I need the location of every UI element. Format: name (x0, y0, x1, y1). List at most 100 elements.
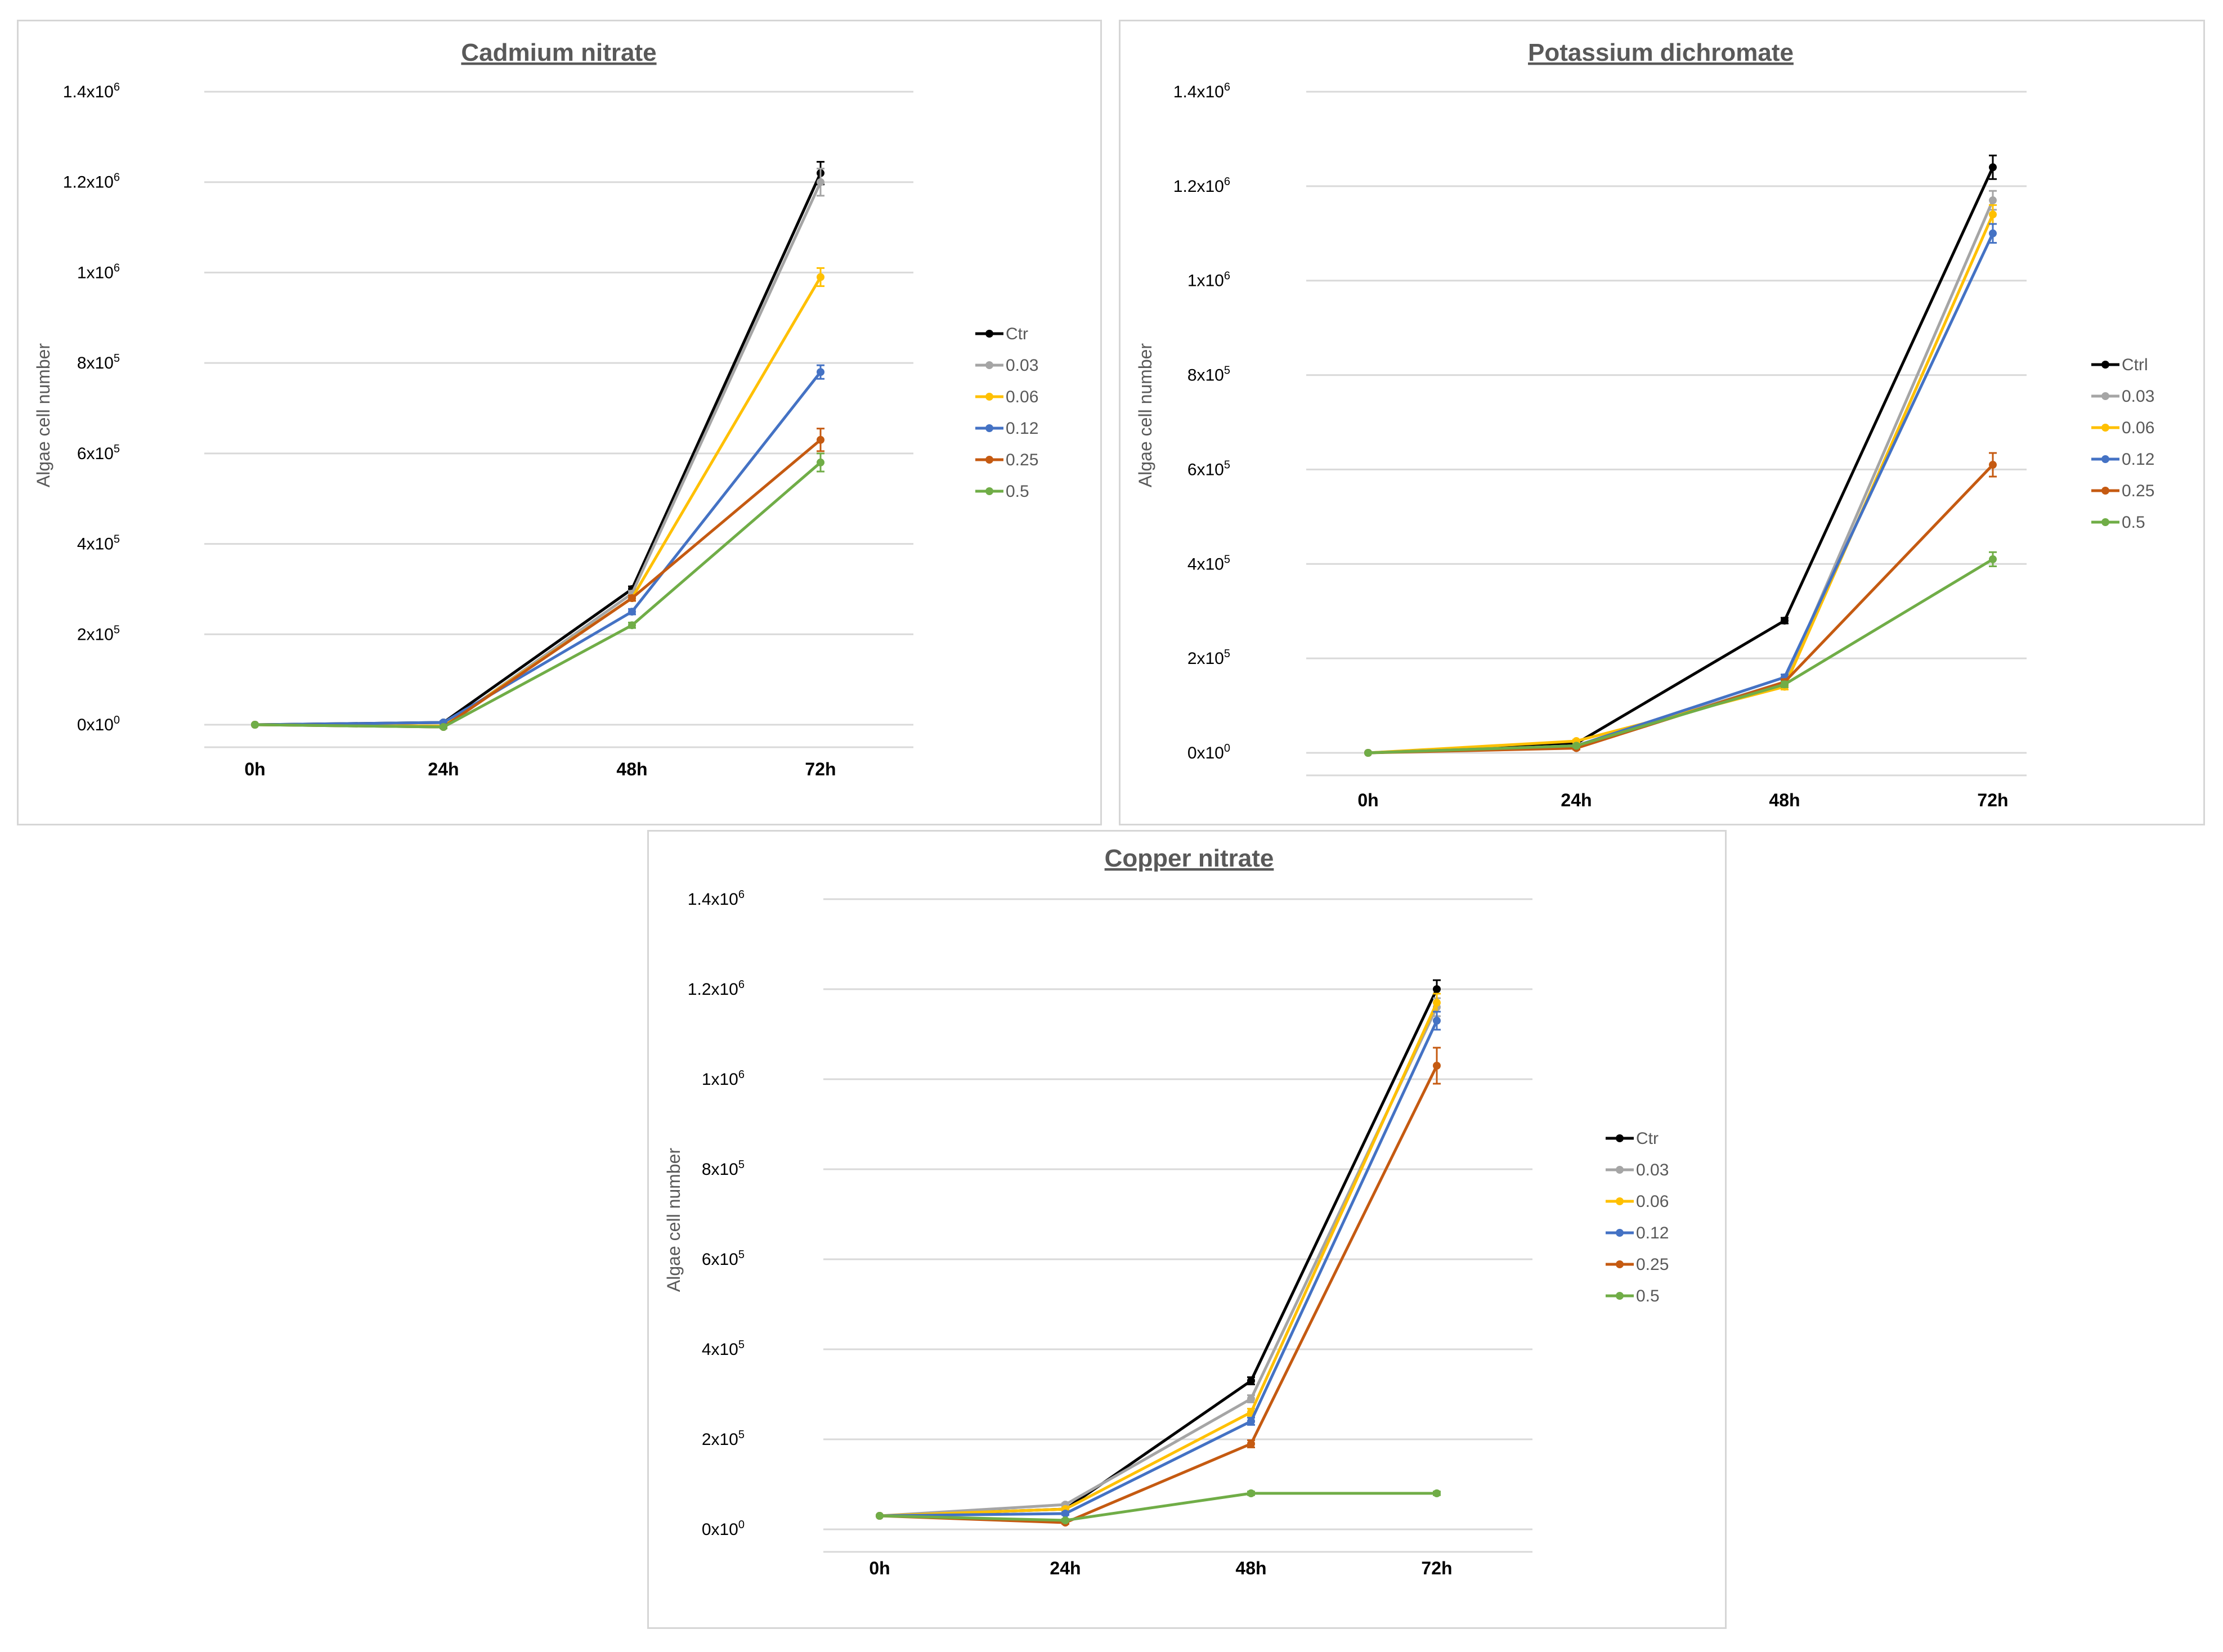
y-tick-label: 1.2x106 (688, 978, 745, 999)
x-tick-label: 48h (1769, 790, 1800, 810)
series-line-0-25 (879, 1065, 1438, 1524)
x-tick-label: 24h (428, 759, 459, 779)
series-line-0-12 (879, 1020, 1438, 1518)
data-point-0-5 (440, 723, 447, 731)
x-tick-label: 48h (1235, 1558, 1266, 1578)
legend-marker-0-5 (2101, 518, 2109, 526)
legend-marker-0-25 (1616, 1260, 1624, 1268)
data-point-0-5 (1989, 555, 1997, 563)
data-point-0-03 (817, 178, 824, 186)
chart-panel-cadmium-nitrate: 0x100 2x105 4x105 6x105 8x105 1x106 1.2x106 1.4… (17, 20, 1102, 825)
data-point-0-5 (1433, 1489, 1441, 1497)
chart-potassium-dichromate: 0x100 2x105 4x105 6x105 8x105 1x106 1.2x106 1.4… (1135, 39, 2154, 810)
legend-label: Ctrl (2122, 356, 2148, 374)
series-line-0-25 (1368, 464, 1994, 755)
data-point-0-5 (628, 621, 636, 630)
series-line-0-5 (254, 461, 822, 729)
series-line-0-03 (1368, 200, 1995, 755)
series-line-0-03 (879, 1006, 1438, 1518)
legend-marker-0-12 (2101, 455, 2109, 463)
data-point-0-5 (251, 721, 259, 729)
y-tick-label: 1.2x106 (1173, 176, 1230, 196)
x-tick-label: 72h (1977, 790, 2008, 810)
legend-label: 0.03 (2122, 387, 2154, 406)
data-point-ctr (1433, 985, 1441, 993)
data-point-0-25 (1989, 461, 1997, 469)
data-point-0-5 (1247, 1489, 1255, 1497)
legend-label: 0.06 (2122, 419, 2154, 437)
data-point-0-5 (1781, 680, 1789, 689)
legend-marker-ctr (1616, 1134, 1624, 1142)
series-line-ctr (254, 172, 822, 726)
y-tick-label: 1.2x106 (63, 172, 120, 192)
legend-marker-0-5 (985, 487, 993, 495)
legend-label: 0.5 (2122, 513, 2145, 532)
data-point-0-5 (1061, 1516, 1069, 1524)
y-tick-label: 2x105 (1187, 648, 1230, 668)
data-point-0-5 (817, 458, 824, 466)
y-tick-label: 4x105 (702, 1339, 745, 1359)
y-tick-label: 1x106 (77, 262, 120, 282)
y-tick-label: 8x105 (702, 1159, 745, 1179)
data-point-ctrl (1989, 163, 1997, 172)
y-tick-label: 6x105 (702, 1249, 745, 1269)
legend-label: 0.25 (2122, 482, 2154, 500)
series-line-0-06 (1368, 214, 1995, 755)
y-tick-label: 1x106 (1187, 270, 1230, 290)
x-tick-label: 0h (869, 1558, 890, 1578)
chart-panel-potassium-dichromate: 0x100 2x105 4x105 6x105 8x105 1x106 1.2x106 1.4… (1119, 20, 2205, 825)
y-tick-label: 4x105 (77, 533, 120, 554)
chart-title: Copper nitrate (1105, 845, 1274, 872)
legend-label: 0.5 (1636, 1287, 1660, 1305)
series-line-ctrl (1368, 167, 1995, 755)
y-axis-label: Algae cell number (33, 343, 53, 487)
legend-label: 0.12 (1006, 419, 1038, 438)
data-point-0-06 (1989, 210, 1997, 219)
data-point-0-06 (817, 273, 824, 281)
y-tick-label: 6x105 (1187, 459, 1230, 479)
data-point-0-25 (817, 436, 824, 444)
data-point-0-5 (1572, 742, 1580, 750)
data-point-ctr (1247, 1377, 1255, 1385)
y-tick-label: 8x105 (77, 352, 120, 372)
x-tick-label: 0h (1357, 790, 1378, 810)
legend-label: 0.25 (1006, 451, 1038, 469)
series-line-0-12 (1368, 232, 1995, 755)
y-tick-label: 2x105 (77, 623, 120, 644)
series-line-0-25 (254, 438, 822, 729)
y-tick-label: 0x100 (702, 1519, 745, 1539)
series-line-0-5 (1368, 558, 1994, 755)
data-point-0-25 (628, 594, 636, 602)
data-point-0-25 (1247, 1440, 1255, 1448)
data-point-0-06 (1433, 999, 1441, 1007)
data-point-0-5 (1364, 749, 1372, 757)
y-tick-label: 1.4x106 (688, 888, 745, 909)
legend-label: 0.06 (1636, 1192, 1669, 1211)
y-tick-label: 4x105 (1187, 553, 1230, 573)
chart-title: Cadmium nitrate (461, 39, 656, 66)
x-tick-label: 0h (244, 759, 265, 779)
chart-copper-nitrate: 0x100 2x105 4x105 6x105 8x105 1x106 1.2x106 1.4… (664, 845, 1669, 1578)
data-point-0-12 (817, 368, 824, 376)
legend-label: 0.03 (1006, 356, 1038, 375)
legend-label: 0.12 (1636, 1224, 1669, 1242)
legend-marker-0-03 (1616, 1166, 1624, 1174)
series-line-0-12 (254, 371, 822, 726)
chart-title: Potassium dichromate (1528, 39, 1794, 66)
series-line-ctr (879, 988, 1438, 1518)
legend-marker-0-12 (1616, 1229, 1624, 1237)
y-tick-label: 1.4x106 (1173, 81, 1230, 101)
legend-label: Ctr (1636, 1129, 1659, 1148)
data-point-0-03 (1989, 196, 1997, 205)
data-point-0-25 (1433, 1062, 1441, 1070)
x-tick-label: 72h (805, 759, 836, 779)
x-tick-label: 72h (1421, 1558, 1452, 1578)
legend-label: 0.03 (1636, 1161, 1669, 1179)
legend-marker-0-03 (2101, 392, 2109, 400)
legend-marker-ctrl (2101, 361, 2109, 369)
data-point-0-12 (1247, 1417, 1255, 1425)
legend-label: 0.5 (1006, 482, 1029, 501)
x-tick-label: 24h (1050, 1558, 1081, 1578)
y-tick-label: 1x106 (702, 1069, 745, 1089)
series-line-0-06 (879, 1002, 1438, 1518)
